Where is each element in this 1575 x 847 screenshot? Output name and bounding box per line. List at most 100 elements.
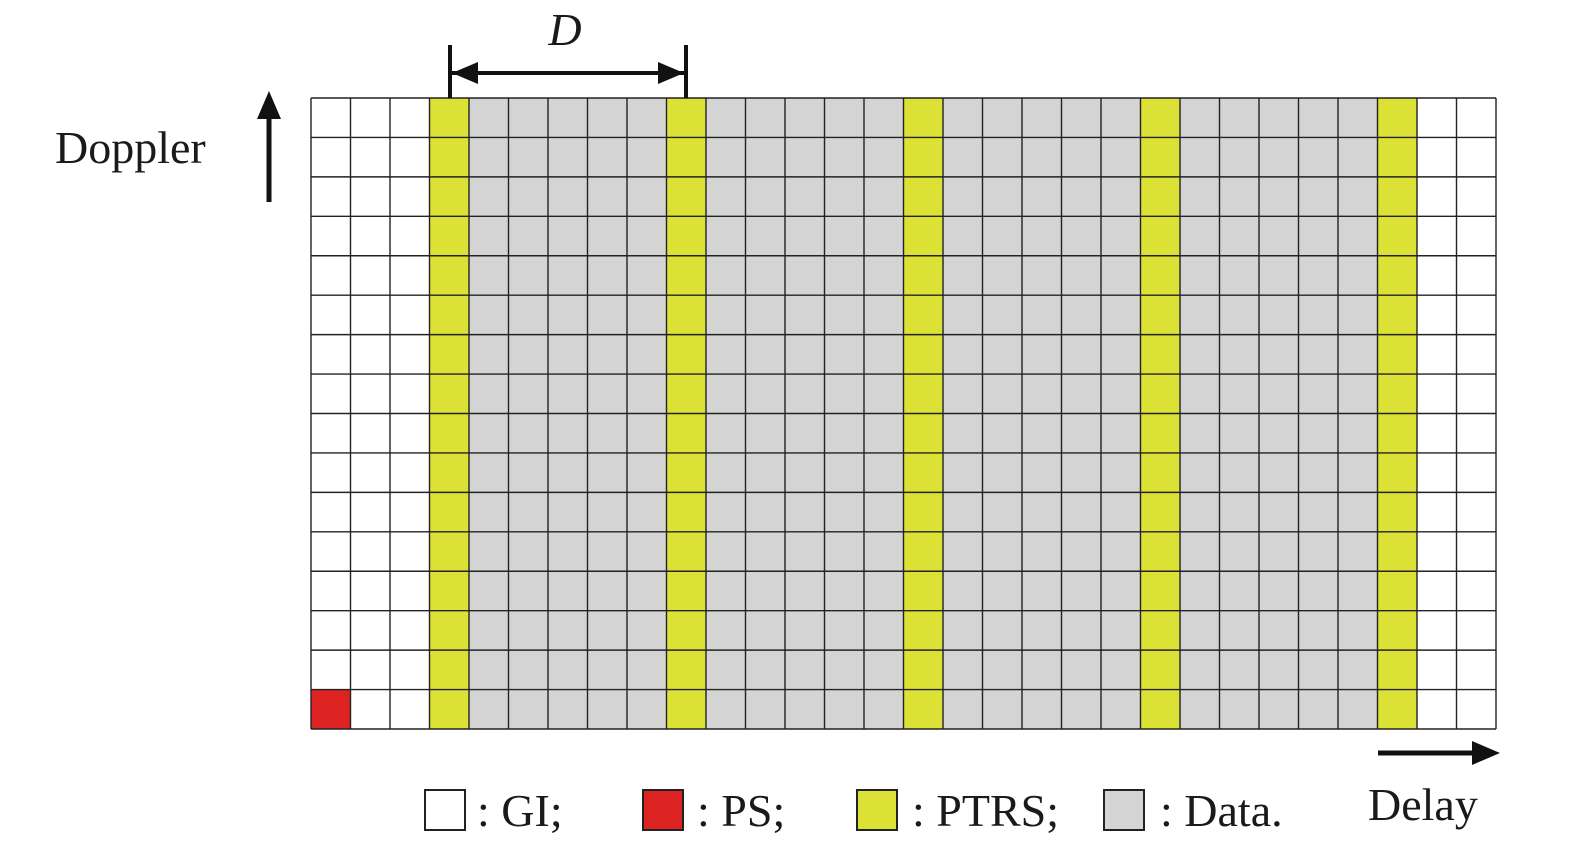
grid-cell-data [469,176,509,217]
grid-cell-gi [350,492,390,532]
grid-cell-data [706,452,746,493]
grid-cell-data [1298,650,1338,690]
grid-cell-ptrs [429,650,469,690]
grid-cell-data [508,610,548,651]
grid-cell-data [1022,610,1062,651]
grid-cell-ptrs [429,571,469,611]
grid-cell-data [943,255,983,296]
doppler-axis-label: Doppler [55,122,206,173]
grid-cell-gi [1456,531,1496,572]
grid-cell-ptrs [1377,176,1417,217]
grid-cell-ptrs [903,610,943,651]
grid-cell-gi [1417,137,1457,177]
grid-cell-data [627,137,667,177]
grid-cell-data [587,413,627,453]
grid-cell-data [1022,255,1062,296]
grid-cell-ptrs [1140,413,1180,453]
grid-cell-data [587,571,627,611]
grid-cell-ptrs [666,492,706,532]
grid-cell-gi [311,98,351,138]
grid-cell-data [1180,571,1220,611]
grid-cell-data [1061,255,1101,296]
grid-cell-gi [1417,571,1457,611]
grid-cell-data [627,334,667,375]
grid-cell-data [627,610,667,651]
grid-cell-gi [390,176,430,217]
grid-cell-gi [1456,689,1496,729]
grid-cell-data [745,531,785,572]
grid-cell-data [745,295,785,335]
grid-cell-data [785,650,825,690]
grid-cell-data [627,492,667,532]
grid-cell-data [1061,492,1101,532]
legend: : GI; : PS; : PTRS; : Data. [424,785,1283,836]
grid-cell-gi [390,413,430,453]
grid-cell-data [706,650,746,690]
grid-cell-ptrs [1140,137,1180,177]
grid-cell-data [1101,650,1141,690]
grid-cell-data [548,98,588,138]
grid-cell-data [1338,216,1378,256]
grid-cell-data [943,216,983,256]
grid-cells [311,98,1496,729]
grid-cell-ptrs [666,255,706,296]
grid-cell-gi [350,610,390,651]
grid-cell-data [824,216,864,256]
grid-cell-data [706,689,746,729]
grid-cell-gi [390,137,430,177]
grid-cell-gi [1456,334,1496,375]
grid-cell-data [706,610,746,651]
grid-cell-data [824,452,864,493]
grid-cell-gi [311,413,351,453]
grid-cell-data [706,295,746,335]
grid-cell-ptrs [1140,98,1180,138]
grid-cell-data [1061,452,1101,493]
grid-cell-ptrs [903,452,943,493]
grid-cell-data [1259,650,1299,690]
grid-cell-data [1259,571,1299,611]
legend-label-data: : Data. [1160,785,1283,836]
grid-cell-data [1219,255,1259,296]
grid-cell-gi [311,255,351,296]
grid-cell-data [745,98,785,138]
grid-cell-gi [1456,452,1496,493]
grid-cell-data [469,610,509,651]
grid-cell-data [469,295,509,335]
grid-cell-data [1298,255,1338,296]
grid-cell-ptrs [429,176,469,217]
grid-cell-gi [390,255,430,296]
grid-cell-gi [350,98,390,138]
grid-cell-data [627,531,667,572]
grid-cell-data [469,255,509,296]
grid-cell-ptrs [903,531,943,572]
grid-cell-data [745,610,785,651]
grid-cell-data [627,413,667,453]
grid-cell-data [982,650,1022,690]
grid-cell-data [1101,492,1141,532]
grid-cell-data [824,531,864,572]
grid-cell-data [943,650,983,690]
grid-cell-data [1180,452,1220,493]
grid-cell-gi [311,176,351,217]
grid-cell-data [1101,452,1141,493]
grid-cell-data [785,492,825,532]
grid-cell-ptrs [1140,531,1180,572]
grid-cell-data [1338,492,1378,532]
grid-cell-ptrs [1377,137,1417,177]
grid-cell-ptrs [429,295,469,335]
grid-cell-data [1259,492,1299,532]
grid-cell-gi [390,374,430,414]
grid-cell-data [982,452,1022,493]
grid-cell-data [1061,374,1101,414]
grid-cell-data [864,255,904,296]
grid-cell-ptrs [1140,295,1180,335]
legend-label-ptrs: : PTRS; [912,785,1059,836]
grid-cell-data [785,531,825,572]
grid-cell-ptrs [666,571,706,611]
grid-cell-data [548,650,588,690]
grid-cell-data [548,137,588,177]
grid-cell-data [587,216,627,256]
grid-cell-data [508,374,548,414]
grid-cell-data [982,413,1022,453]
grid-cell-ptrs [429,216,469,256]
